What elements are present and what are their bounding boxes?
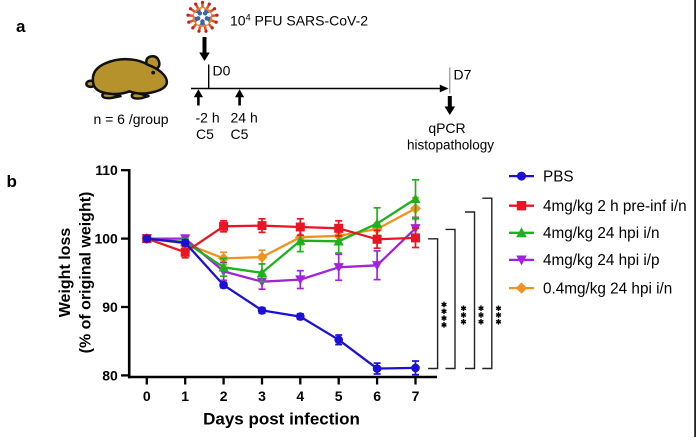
svg-text:D0: D0: [213, 63, 231, 79]
svg-text:(% of original weight): (% of original weight): [78, 192, 95, 354]
svg-text:C5: C5: [196, 126, 214, 142]
svg-text:100: 100: [94, 231, 118, 247]
svg-text:qPCR: qPCR: [428, 120, 465, 136]
svg-text:2: 2: [220, 388, 228, 404]
svg-text:5: 5: [335, 388, 343, 404]
svg-text:n = 6 /group: n = 6 /group: [93, 111, 168, 127]
svg-text:6: 6: [373, 388, 381, 404]
svg-text:24 h: 24 h: [231, 110, 258, 126]
svg-text:D7: D7: [454, 67, 472, 83]
svg-text:4mg/kg 24 hpi i/n: 4mg/kg 24 hpi i/n: [543, 225, 660, 242]
svg-text:110: 110: [95, 162, 118, 178]
svg-text:a: a: [16, 17, 26, 36]
svg-text:Weight loss: Weight loss: [57, 228, 74, 318]
svg-text:-2 h: -2 h: [196, 110, 220, 126]
svg-text:80: 80: [102, 367, 118, 383]
svg-text:0.4mg/kg 24 hpi i/n: 0.4mg/kg 24 hpi i/n: [543, 280, 672, 297]
svg-text:histopathology: histopathology: [407, 138, 494, 153]
svg-text:1: 1: [181, 388, 189, 404]
svg-text:7: 7: [412, 388, 420, 404]
svg-text:C5: C5: [231, 126, 249, 142]
svg-text:0: 0: [143, 388, 151, 404]
svg-text:90: 90: [102, 299, 118, 315]
svg-text:b: b: [7, 172, 17, 191]
svg-text:4: 4: [296, 388, 304, 404]
svg-text:PBS: PBS: [543, 168, 574, 185]
svg-text:3: 3: [258, 388, 266, 404]
svg-text:Days post infection: Days post infection: [203, 410, 360, 429]
svg-text:4mg/kg 24 hpi i/p: 4mg/kg 24 hpi i/p: [543, 252, 660, 269]
svg-text:104 PFU SARS-CoV-2: 104 PFU SARS-CoV-2: [230, 13, 368, 29]
svg-text:4mg/kg 2 h pre-inf i/n: 4mg/kg 2 h pre-inf i/n: [543, 198, 687, 215]
